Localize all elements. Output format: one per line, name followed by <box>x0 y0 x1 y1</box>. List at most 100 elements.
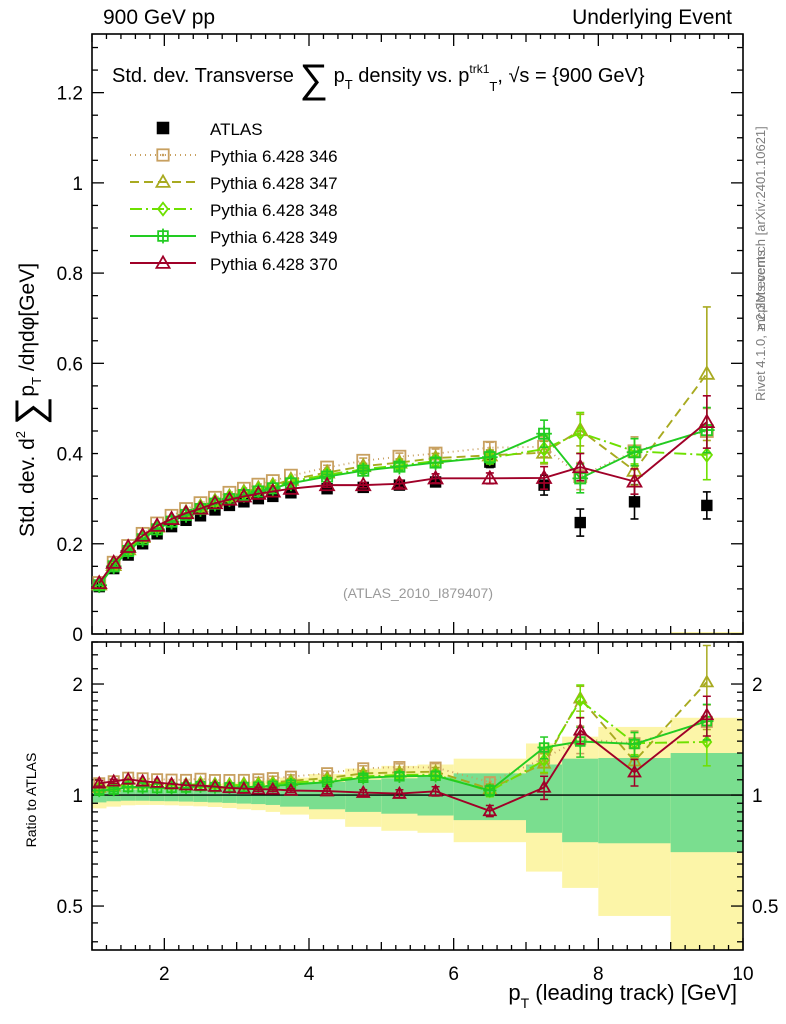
ratio-panel-frame <box>91 641 744 951</box>
rivet-version-label: Rivet 4.1.0, ≥ 2.3M events <box>753 250 768 401</box>
series-pythia-6-428-347 <box>90 306 716 591</box>
marker-triangle <box>91 775 107 789</box>
marker-triangle <box>354 476 372 492</box>
marker-triangle <box>134 526 152 542</box>
marker-triangle <box>193 777 208 791</box>
marker-triangle <box>249 484 267 500</box>
main-panel-frame-border <box>91 33 744 635</box>
y-tick-label-0.4: 0.4 <box>57 445 84 466</box>
marker-triangle <box>265 781 281 795</box>
legend-label: Pythia 6.428 347 <box>210 174 338 193</box>
ratio-tick-label-r-1: 1 <box>752 786 763 807</box>
y-tick-label-0.6: 0.6 <box>57 354 83 375</box>
main-band-strip <box>670 632 743 634</box>
series-pythia-6-428-370 <box>90 395 716 590</box>
marker-triangle <box>105 554 123 569</box>
plot-title: Std. dev. Transverse ∑ pT density vs. pt… <box>112 57 645 101</box>
ratio-tick-label-r-2: 2 <box>752 675 763 696</box>
x-axis-label: pT (leading track) [GeV] <box>508 980 737 1011</box>
ratio-series-layer <box>91 644 715 818</box>
legend-item-pythia-6-428-370[interactable]: Pythia 6.428 370 <box>130 254 338 274</box>
ratio-series-pythia-6-428-370 <box>91 695 715 818</box>
ratio-tick-label-l-2: 2 <box>72 675 83 696</box>
plot-title-text: Std. dev. Transverse ∑ pT density vs. pt… <box>112 57 645 101</box>
y-tick-label-1: 1 <box>72 174 83 195</box>
marker-square <box>156 148 170 162</box>
marker-triangle <box>192 499 209 515</box>
legend-label: Pythia 6.428 370 <box>210 255 338 274</box>
marker-triangle <box>250 781 266 795</box>
marker-triangle <box>148 517 166 532</box>
x-tick-label-4: 4 <box>304 964 315 985</box>
marker-triangle <box>120 771 136 785</box>
legend-item-pythia-6-428-349[interactable]: Pythia 6.428 349 <box>130 228 338 247</box>
marker-triangle <box>318 476 336 492</box>
marker-full-square <box>285 487 297 499</box>
marker-triangle <box>427 469 445 485</box>
y-tick-label-0.2: 0.2 <box>57 535 83 556</box>
y-axis-label: Std. dev. d2 ∑pT /dηdφ[GeV] <box>8 263 52 537</box>
ratio-tick-label-l-0.5: 0.5 <box>57 897 83 918</box>
y-axis-ticks-ratio: 0.5 0.5 1 1 2 2 <box>57 641 778 943</box>
marker-triangle <box>163 510 181 525</box>
series-line <box>98 421 708 584</box>
marker-diamond <box>574 424 587 441</box>
legend-item-pythia-6-428-346[interactable]: Pythia 6.428 346 <box>130 147 338 166</box>
series-line <box>98 373 708 585</box>
y-tick-label-0.8: 0.8 <box>57 264 83 285</box>
marker-triangle <box>207 778 223 792</box>
x-tick-label-2: 2 <box>159 964 170 985</box>
marker-triangle <box>536 779 552 793</box>
legend-label: Pythia 6.428 348 <box>210 201 338 220</box>
series-line <box>98 430 708 584</box>
analysis-id-watermark: (ATLAS_2010_I879407) <box>343 585 493 601</box>
marker-triangle <box>222 780 237 794</box>
marker-full-square <box>321 483 333 495</box>
mcplots-source-label: mcplots.cern.ch [arXiv:2401.10621] <box>753 126 768 330</box>
marker-full-square <box>628 496 641 508</box>
marker-triangle <box>236 780 252 794</box>
marker-triangle <box>149 774 165 788</box>
marker-triangle <box>206 494 224 510</box>
legend-item-pythia-6-428-348[interactable]: Pythia 6.428 348 <box>130 201 338 220</box>
band-inner <box>562 758 599 843</box>
marker-diamond <box>574 693 586 708</box>
marker-full-square <box>701 499 713 512</box>
marker-triangle <box>535 469 553 484</box>
marker-triangle <box>178 777 194 791</box>
marker-triangle <box>626 472 643 488</box>
ratio-uncertainty-bands <box>92 717 743 950</box>
series-pythia-6-428-348 <box>92 411 714 593</box>
x-tick-label-10: 10 <box>732 964 753 985</box>
legend-item-pythia-6-428-347[interactable]: Pythia 6.428 347 <box>130 173 338 193</box>
marker-triangle <box>390 475 408 490</box>
marker-triangle <box>164 776 179 790</box>
axis-labels: Std. dev. d2 ∑pT /dηdφ[GeV] pT (leading t… <box>8 263 737 1011</box>
marker-triangle <box>355 784 371 798</box>
marker-full-square <box>156 121 170 135</box>
legend-item-atlas[interactable]: ATLAS <box>156 120 263 139</box>
marker-triangle <box>391 785 407 799</box>
legend-label: Pythia 6.428 349 <box>210 228 338 247</box>
marker-triangle <box>699 674 715 688</box>
series-pythia-6-428-349 <box>91 406 715 594</box>
marker-triangle <box>154 254 172 269</box>
marker-triangle <box>698 364 716 380</box>
marker-diamond <box>157 201 169 217</box>
ratio-tick-label-l-1: 1 <box>72 786 83 807</box>
marker-full-square <box>574 516 586 529</box>
marker-triangle <box>481 469 499 485</box>
header-row: 900 GeV pp Underlying Event <box>103 6 732 29</box>
marker-triangle <box>220 490 238 506</box>
marker-triangle <box>235 487 253 503</box>
band-inner <box>670 753 743 853</box>
main-panel-frame <box>91 33 744 635</box>
y-tick-label-1.2: 1.2 <box>57 84 83 105</box>
y-axis-ticks-main: 0 0.2 0.4 0.6 0.8 1 1.2 <box>57 46 743 646</box>
marker-triangle <box>282 480 300 495</box>
legend-label: Pythia 6.428 346 <box>210 147 338 166</box>
marker-triangle <box>627 764 642 778</box>
side-annotations: Rivet 4.1.0, ≥ 2.3M eventsmcplots.cern.c… <box>343 126 768 601</box>
